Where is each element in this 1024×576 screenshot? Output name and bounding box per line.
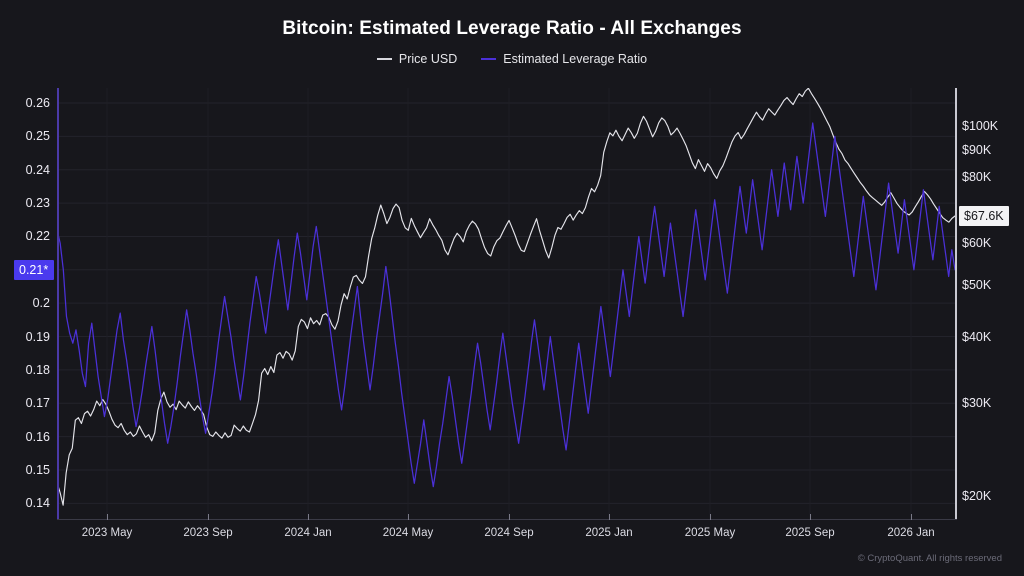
x-axis-tick-label: 2024 May xyxy=(382,527,434,539)
y-axis-left: 0.260.250.240.230.220.210.20.190.180.170… xyxy=(0,88,50,520)
axis-right-line xyxy=(955,88,957,520)
x-axis-tick-label: 2024 Jan xyxy=(284,527,332,539)
y-axis-left-tick-label: 0.23 xyxy=(25,196,50,211)
legend-label-leverage-ratio: Estimated Leverage Ratio xyxy=(503,52,648,66)
series-lines xyxy=(57,88,955,520)
x-axis-tick-label: 2025 Jan xyxy=(585,527,633,539)
y-axis-right-tick-label: $60K xyxy=(962,236,992,251)
x-axis-tick-label: 2025 Sep xyxy=(785,527,835,539)
x-axis-tick-label: 2025 May xyxy=(684,527,736,539)
x-axis-tick-mark xyxy=(710,514,711,520)
y-axis-right: $100K $90K $80K $60K $50K $40K $30K $20K xyxy=(962,88,1024,520)
y-axis-left-tick-label: 0.19 xyxy=(25,329,50,344)
y-axis-left-tick-label: 0.2 xyxy=(32,296,50,311)
legend-item-leverage-ratio[interactable]: Estimated Leverage Ratio xyxy=(481,52,647,66)
x-axis-tick-mark xyxy=(208,514,209,520)
chart-title: Bitcoin: Estimated Leverage Ratio - All … xyxy=(282,18,742,39)
y-axis-left-tick-label: 0.14 xyxy=(25,496,50,511)
y-axis-right-tick-label: $90K xyxy=(962,143,992,158)
series-line-leverage-ratio xyxy=(57,123,955,487)
y-axis-left-tick-label: 0.17 xyxy=(25,396,50,411)
x-axis-tick-label: 2023 Sep xyxy=(183,527,233,539)
y-axis-left-tick-label: 0.24 xyxy=(25,162,50,177)
x-axis-tick-mark xyxy=(810,514,811,520)
x-axis-tick-mark xyxy=(911,514,912,520)
legend-swatch-price-icon xyxy=(376,58,392,60)
y-axis-left-tick-label: 0.18 xyxy=(25,362,50,377)
axis-left-line xyxy=(57,88,59,520)
y-axis-right-tick-label: $30K xyxy=(962,395,992,410)
x-axis-tick-mark xyxy=(107,514,108,520)
gridlines xyxy=(57,88,955,520)
legend-label-price: Price USD xyxy=(398,52,458,66)
y-axis-right-tick-label: $80K xyxy=(962,170,992,185)
chart-legend: Price USD Estimated Leverage Ratio xyxy=(0,52,1024,66)
x-axis-tick-mark xyxy=(509,514,510,520)
y-axis-left-tick-label: 0.22 xyxy=(25,229,50,244)
legend-item-price[interactable]: Price USD xyxy=(376,52,458,66)
x-axis-tick-mark xyxy=(609,514,610,520)
legend-swatch-leverage-ratio-icon xyxy=(481,58,497,60)
x-axis: 2023 May 2023 Sep 2024 Jan 2024 May 2024 Sep… xyxy=(0,527,1024,551)
current-value-badge-price: $67.6K xyxy=(959,205,1009,226)
y-axis-left-tick-label: 0.15 xyxy=(25,462,50,477)
x-axis-tick-mark xyxy=(408,514,409,520)
series-line-price xyxy=(57,88,955,505)
x-axis-tick-label: 2023 May xyxy=(81,527,133,539)
copyright-notice: © CryptoQuant. All rights reserved xyxy=(857,553,1002,564)
x-axis-tick-label: 2026 Jan xyxy=(887,527,935,539)
x-axis-tick-mark xyxy=(308,514,309,520)
y-axis-right-tick-label: $40K xyxy=(962,329,992,344)
axis-bottom-line xyxy=(57,519,957,520)
y-axis-right-tick-label: $50K xyxy=(962,278,992,293)
current-value-badge-leverage-ratio: 0.21* xyxy=(14,259,55,280)
y-axis-left-tick-label: 0.25 xyxy=(25,129,50,144)
y-axis-left-tick-label: 0.16 xyxy=(25,429,50,444)
y-axis-left-tick-label: 0.26 xyxy=(25,96,50,110)
plot-area xyxy=(57,88,955,520)
y-axis-right-tick-label: $20K xyxy=(962,488,992,503)
y-axis-right-tick-label: $100K xyxy=(962,119,999,134)
x-axis-tick-label: 2024 Sep xyxy=(484,527,534,539)
